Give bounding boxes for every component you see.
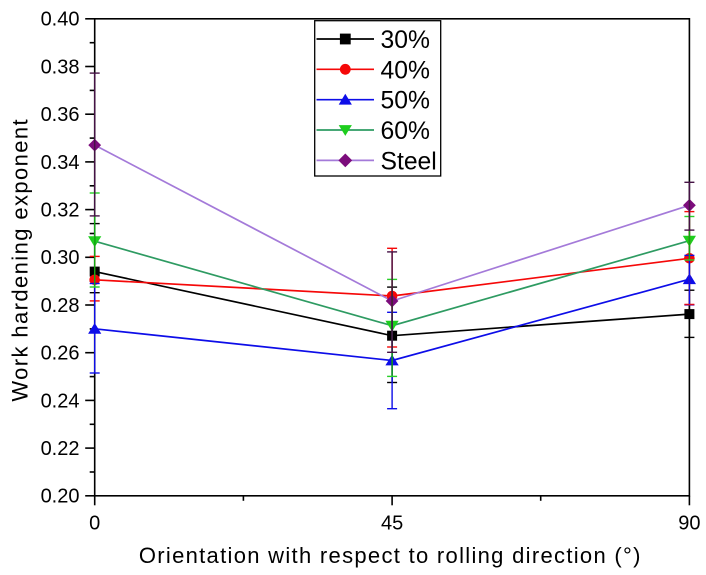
svg-text:Work hardening exponent: Work hardening exponent — [7, 118, 32, 402]
svg-text:45: 45 — [381, 512, 403, 534]
svg-text:Steel: Steel — [381, 148, 437, 175]
svg-text:0.36: 0.36 — [41, 104, 80, 126]
svg-text:0.38: 0.38 — [41, 56, 80, 78]
svg-text:0.22: 0.22 — [41, 438, 80, 460]
svg-text:30%: 30% — [381, 27, 430, 54]
svg-text:90: 90 — [678, 512, 700, 534]
svg-text:0.40: 0.40 — [41, 9, 80, 31]
svg-text:0: 0 — [89, 512, 100, 534]
svg-text:0.24: 0.24 — [41, 390, 80, 412]
svg-text:0.30: 0.30 — [41, 247, 80, 269]
svg-text:0.20: 0.20 — [41, 486, 80, 508]
svg-text:40%: 40% — [381, 57, 430, 84]
svg-text:0.26: 0.26 — [41, 343, 80, 365]
svg-text:50%: 50% — [381, 88, 430, 115]
svg-text:0.32: 0.32 — [41, 200, 80, 222]
svg-text:0.34: 0.34 — [41, 152, 80, 174]
svg-text:0.28: 0.28 — [41, 295, 80, 317]
svg-text:Orientation with respect to ro: Orientation with respect to rolling dire… — [139, 543, 642, 568]
svg-text:60%: 60% — [381, 118, 430, 145]
